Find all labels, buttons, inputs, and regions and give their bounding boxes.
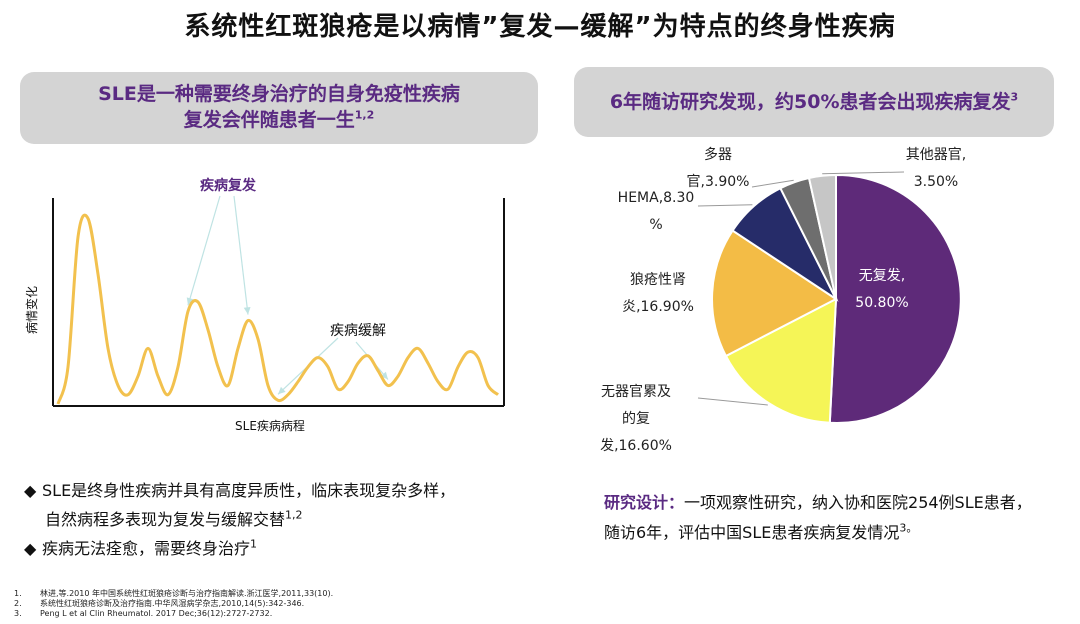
- references: 1. 林进,等.2010 年中国系统性红斑狼疮诊断与治疗指南解读.浙江医学,201…: [14, 589, 333, 619]
- remission-pointer-1-head: [278, 386, 286, 395]
- annotation-flare: 疾病复发: [200, 177, 257, 194]
- study-line2: 随访6年，评估中国SLE患者疾病复发情况3。: [604, 521, 918, 542]
- pie-leader-hema: [697, 204, 753, 207]
- disease-course-chart: 病情变化 SLE疾病病程 疾病复发 疾病缓解: [24, 177, 505, 433]
- flare-pointer-1: [187, 195, 221, 306]
- right-banner-sup: 3: [1010, 90, 1019, 104]
- annotation-remission: 疾病缓解: [330, 323, 386, 339]
- page-title: 系统性红斑狼疮是以病情”复发—缓解”为特点的终身性疾病: [184, 12, 896, 42]
- diamond-bullet-icon: ◆: [24, 539, 37, 558]
- left-banner-sup: 1,2: [354, 108, 375, 122]
- study-sup: 3。: [899, 521, 918, 535]
- bullet-item-continued: 自然病程多表现为复发与缓解交替1,2: [24, 505, 455, 534]
- pie-leader-relapse-no-organ: [697, 397, 768, 406]
- bullet-sup: 1,2: [285, 508, 303, 522]
- pie-slice-no-relapse: [828, 173, 962, 424]
- reference-item: 1. 林进,等.2010 年中国系统性红斑狼疮诊断与治疗指南解读.浙江医学,201…: [14, 589, 334, 598]
- bullet-list: ◆ SLE是终身性疾病并具有高度异质性，临床表现复杂多样， 自然病程多表现为复发与…: [24, 476, 455, 563]
- y-axis-label: 病情变化: [24, 286, 39, 334]
- flare-pointer-1-head: [186, 297, 194, 306]
- pie-label-lupus-nephritis: 狼疮性肾炎,16.90%: [622, 272, 694, 315]
- right-banner-text: 6年随访研究发现，约50%患者会出现疾病复发: [609, 91, 1011, 113]
- bullet-item: ◆ SLE是终身性疾病并具有高度异质性，临床表现复杂多样，: [24, 476, 455, 505]
- x-axis-label: SLE疾病病程: [235, 418, 305, 433]
- flare-pointer-2: [233, 195, 249, 315]
- pie-label-relapse-no-organ: 无器官累及的复发,16.60%: [600, 384, 672, 454]
- study-label: 研究设计：: [604, 493, 685, 512]
- pie-slice-lupus-nephritis: [711, 229, 838, 358]
- study-design: 研究设计：一项观察性研究，纳入协和医院254例SLE患者， 随访6年，评估中国S…: [604, 488, 1074, 548]
- relapse-pie-chart: 无复发, 50.80% 无器官累及的复发,16.60% 狼疮性肾炎,16.90% HEM…: [600, 146, 966, 454]
- reference-item: 2. 系统性红斑狼疮诊断及治疗指南.中华风湿病学杂志,2010,14(5):342…: [14, 599, 305, 608]
- left-banner-line1: SLE是一种需要终身治疗的自身免疫性疾病: [98, 83, 460, 105]
- remission-pointer-2-head: [380, 371, 388, 380]
- reference-item: 3. Peng L et al Clin Rheumatol. 2017 Dec;…: [14, 609, 273, 618]
- pie-leader-other-organ: [822, 171, 905, 175]
- pie-slice-relapse-no-organ: [724, 297, 838, 424]
- study-line1: 研究设计：一项观察性研究，纳入协和医院254例SLE患者，: [604, 493, 1032, 512]
- bullet-text: SLE是终身性疾病并具有高度异质性，临床表现复杂多样，: [42, 481, 456, 500]
- pie-label-other-organ: 其他器官, 3.50%: [906, 147, 966, 190]
- bullet-item: ◆ 疾病无法痊愈，需要终身治疗1: [24, 534, 455, 563]
- flare-pointer-2-head: [243, 306, 251, 315]
- pie-label-no-relapse: 无复发, 50.80%: [855, 267, 908, 311]
- right-banner: 6年随访研究发现，约50%患者会出现疾病复发3: [574, 67, 1054, 137]
- pie-label-hema: HEMA,8.30%: [618, 190, 695, 233]
- bullet-text: 疾病无法痊愈，需要终身治疗: [42, 539, 251, 558]
- pie-slice-other-organ: [807, 173, 837, 300]
- left-banner-line2: 复发会伴随患者一生1,2: [183, 108, 375, 131]
- pie-label-multi-organ: 多器官,3.90%: [687, 146, 750, 190]
- disease-activity-line: [56, 213, 499, 405]
- bullet-text: 自然病程多表现为复发与缓解交替: [45, 510, 286, 529]
- diamond-bullet-icon: ◆: [24, 481, 37, 500]
- pie-leader-multi-organ: [751, 179, 794, 188]
- bullet-sup: 1: [250, 537, 258, 551]
- left-banner: SLE是一种需要终身治疗的自身免疫性疾病 复发会伴随患者一生1,2: [20, 72, 538, 144]
